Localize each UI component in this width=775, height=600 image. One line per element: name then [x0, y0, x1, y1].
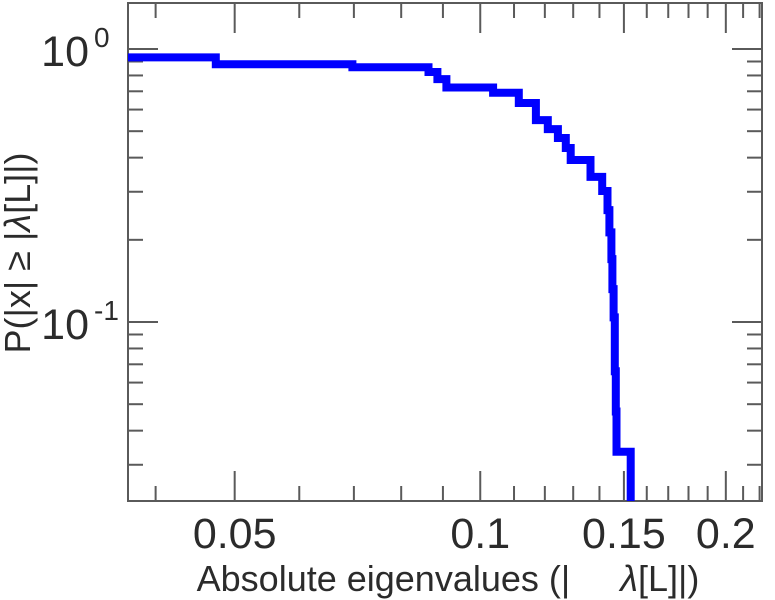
x-tick-label: 0.2 — [696, 510, 756, 558]
x-tick-label: 0.15 — [582, 510, 666, 558]
x-tick-label: 0.1 — [450, 510, 510, 558]
y-tick-label-base: 10 — [41, 28, 89, 76]
x-axis-title: Absolute eigenvalues (| λ[L]|) — [197, 558, 700, 599]
y-axis-title: P(|x| ≥ |λ[L]|) — [0, 153, 38, 354]
absolute-eigenvalue-ccdf-curve — [128, 53, 635, 501]
x-tick-label: 0.05 — [193, 510, 277, 558]
y-tick-label-base: 10 — [41, 301, 89, 349]
y-tick-label-exponent: 0 — [94, 22, 110, 53]
axes-box — [127, 2, 763, 502]
y-tick-label-exponent: -1 — [94, 295, 119, 326]
